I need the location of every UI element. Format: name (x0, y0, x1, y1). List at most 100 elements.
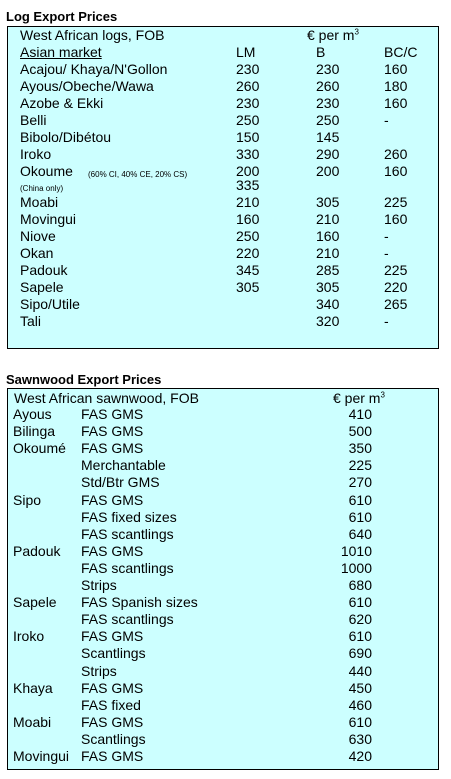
sawn-grade: Merchantable (81, 457, 166, 474)
sawn-unit: € per m3 (333, 390, 385, 406)
log-price-bc: 160 (384, 95, 408, 111)
log-price-bc: 265 (384, 296, 408, 312)
log-price-bc: - (384, 245, 389, 261)
log-price-b: 230 (316, 95, 340, 111)
sawn-row: Scantlings 690 (8, 645, 438, 662)
sawn-row: FAS scantlings 620 (8, 611, 438, 628)
log-price-lm: 160 (236, 211, 260, 227)
sawn-row: Strips 440 (8, 663, 438, 680)
sawn-grade: FAS GMS (81, 406, 144, 422)
log-row: Moabi 210 305 225 (8, 194, 438, 211)
log-species: Sapele (20, 279, 64, 295)
sawn-species: Bilinga (13, 423, 56, 440)
sawn-grade: Strips (81, 662, 117, 679)
log-prices-heading: Log Export Prices (6, 9, 118, 24)
sawn-species: Ayous (13, 406, 52, 422)
log-species: Sipo/Utile (20, 296, 80, 312)
sawn-price: 680 (348, 577, 372, 593)
log-unit: € per m3 (307, 27, 359, 43)
log-species: Bibolo/Dibétou (20, 129, 112, 145)
log-row: Sipo/Utile 340 265 (8, 296, 438, 313)
log-row: Bibolo/Dibétou 150 145 (8, 129, 438, 146)
sawn-grade: FAS GMS (81, 628, 144, 645)
log-row: Niove 250 160 - (8, 228, 438, 245)
sawn-species: Khaya (13, 679, 53, 696)
log-price-bc: 180 (384, 78, 408, 94)
sawn-row: Okoumé FAS GMS 350 (8, 440, 438, 457)
log-price-b: 290 (316, 146, 340, 162)
sawn-grade: Strips (81, 577, 117, 593)
sawn-row: Sipo FAS GMS 610 (8, 492, 438, 509)
log-species: Okan (20, 245, 54, 261)
sawn-grade: FAS scantlings (81, 559, 174, 576)
sawn-grade: FAS scantlings (81, 525, 174, 542)
sawn-price: 610 (348, 713, 372, 730)
sawn-price: 1000 (340, 559, 372, 576)
log-price-bc: 260 (384, 146, 408, 162)
log-price-b: 285 (316, 262, 340, 278)
log-row: Ayous/Obeche/Wawa 260 260 180 (8, 78, 438, 95)
sawn-grade: FAS GMS (81, 748, 144, 764)
log-species-note: (China only) (20, 184, 64, 193)
sawn-row: Merchantable 225 (8, 457, 438, 474)
log-species: Okoume (20, 163, 73, 179)
sawn-grade: FAS GMS (81, 491, 144, 508)
sawn-table-header: West African sawnwood, FOB € per m3 (8, 390, 438, 407)
log-price-lm: 210 (236, 194, 260, 210)
log-price-b: 305 (316, 194, 340, 210)
log-price-b: 160 (316, 228, 340, 244)
log-prices-table: West African logs, FOB € per m3 Asian ma… (7, 26, 439, 349)
sawn-price: 610 (348, 628, 372, 645)
log-species: Acajou/ Khaya/N'Gollon (20, 61, 168, 77)
log-price-lm: 345 (236, 262, 260, 278)
sawn-row: Iroko FAS GMS 610 (8, 628, 438, 645)
sawn-row: Ayous FAS GMS 410 (8, 406, 438, 423)
sawn-row: Std/Btr GMS 270 (8, 474, 438, 491)
sawn-price: 440 (348, 662, 372, 679)
sawn-species: Sipo (13, 491, 42, 508)
sawn-grade: FAS scantlings (81, 611, 174, 628)
sawn-price: 450 (348, 679, 372, 696)
sawn-species: Iroko (13, 628, 45, 645)
log-price-b: 340 (316, 296, 340, 312)
log-price-b: 210 (316, 245, 340, 261)
sawn-price: 410 (348, 406, 372, 422)
sawn-row: Strips 680 (8, 577, 438, 594)
log-row: Iroko 330 290 260 (8, 146, 438, 163)
log-price-b: 250 (316, 112, 340, 128)
sawn-price: 610 (348, 594, 372, 611)
log-price-lm: 230 (236, 61, 260, 77)
log-price-lm: 250 (236, 112, 260, 128)
log-row: Acajou/ Khaya/N'Gollon 230 230 160 (8, 61, 438, 78)
log-species: Moabi (20, 194, 59, 210)
log-price-lm: 335 (236, 177, 260, 193)
col-lm: LM (236, 44, 256, 60)
log-species: Niove (20, 228, 56, 244)
log-row: Tali 320 - (8, 313, 438, 330)
sawn-species: Sapele (13, 594, 57, 611)
sawn-price: 620 (348, 611, 372, 628)
sawn-row: Sapele FAS Spanish sizes 610 (8, 594, 438, 611)
log-row: Movingui 160 210 160 (8, 211, 438, 228)
log-price-lm: 330 (236, 146, 260, 162)
log-price-bc: - (384, 228, 389, 244)
col-b: B (316, 44, 326, 60)
log-price-b: 305 (316, 279, 340, 295)
sawn-grade: FAS GMS (81, 713, 144, 730)
sawn-grade: FAS GMS (81, 679, 144, 696)
log-price-b: 210 (316, 211, 340, 227)
sawn-grade: FAS fixed sizes (81, 508, 177, 525)
log-row: (China only) 335 (8, 177, 438, 194)
log-row: Padouk 345 285 225 (8, 262, 438, 279)
sawnwood-prices-table: West African sawnwood, FOB € per m3 Ayou… (7, 388, 439, 770)
sawn-grade: Scantlings (81, 645, 146, 662)
log-price-b: 230 (316, 61, 340, 77)
sawn-row: FAS scantlings 1000 (8, 560, 438, 577)
log-column-headers: Asian market LM B BC/C (8, 44, 438, 61)
log-price-bc: - (384, 313, 389, 329)
sawn-price: 225 (348, 457, 372, 474)
log-price-bc: 160 (384, 163, 408, 179)
sawn-species: Movingui (13, 748, 70, 764)
sawn-row: Scantlings 630 (8, 731, 438, 748)
log-price-lm: 230 (236, 95, 260, 111)
